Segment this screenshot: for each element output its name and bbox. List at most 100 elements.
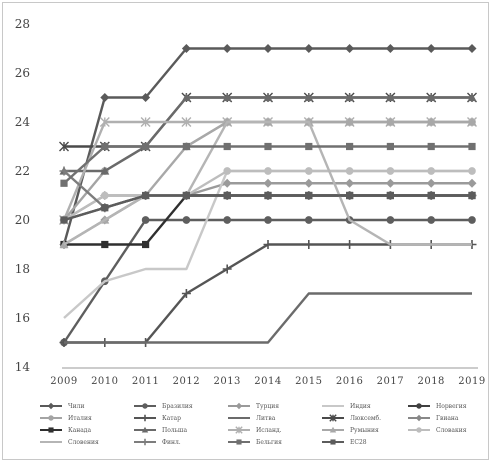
data-point [427, 191, 435, 200]
data-point [182, 191, 190, 200]
series-line [63, 218, 472, 344]
data-point [386, 191, 394, 200]
legend-label: Италия [68, 415, 92, 422]
legend-item: Словения [40, 439, 99, 446]
legend-label: Катар [162, 415, 181, 422]
legend-item: Польша [134, 426, 188, 434]
series-7 [64, 292, 472, 344]
x-tick-label: 2018 [417, 376, 444, 387]
legend-item: Италия [40, 415, 92, 422]
x-tick-label: 2013 [213, 376, 240, 387]
legend-label: Турция [256, 403, 279, 410]
data-point [263, 93, 273, 102]
data-point [385, 117, 395, 126]
legend-label: ЕС28 [350, 439, 367, 446]
data-point [468, 191, 476, 200]
data-point [415, 414, 423, 422]
legend-label: Словакия [436, 427, 467, 434]
data-point [426, 93, 436, 102]
data-point [467, 93, 477, 102]
data-point [427, 167, 436, 175]
legend-item: Исланд. [228, 426, 282, 434]
y-tick-label: 26 [15, 66, 30, 80]
data-point [305, 191, 313, 200]
data-point [101, 204, 109, 212]
data-point [426, 178, 436, 188]
data-point [416, 427, 422, 433]
series-0 [59, 44, 477, 249]
data-point [181, 93, 191, 102]
legend-label: Люксемб. [350, 415, 381, 422]
y-tick-label: 14 [15, 360, 31, 374]
data-point [468, 216, 476, 224]
legend-label: Словения [68, 439, 99, 446]
data-point [141, 93, 151, 102]
legend-item: ЕС28 [322, 439, 367, 446]
x-tick-label: 2015 [295, 376, 322, 387]
x-tick-label: 2010 [91, 376, 118, 387]
data-point [385, 44, 395, 53]
data-point [223, 167, 232, 175]
data-point [346, 142, 354, 151]
legend-item: Литва [228, 415, 276, 422]
legend-label: Румыния [350, 427, 379, 434]
series-line [63, 120, 472, 246]
legend-label: Исланд. [256, 427, 282, 434]
data-point [345, 93, 355, 102]
y-tick-label: 20 [15, 213, 30, 227]
data-point [222, 178, 232, 188]
x-tick-label: 2016 [336, 376, 363, 387]
data-point [222, 44, 232, 53]
data-point [100, 93, 110, 102]
data-point [263, 240, 273, 249]
legend-item: Финл. [134, 438, 181, 446]
legend-item: Катар [134, 414, 181, 422]
data-point [385, 93, 395, 102]
data-point [142, 191, 150, 200]
data-point [223, 216, 232, 224]
data-point [181, 289, 191, 298]
data-point [304, 178, 314, 188]
series-11 [59, 93, 477, 175]
data-point [467, 44, 477, 53]
data-point [141, 438, 149, 446]
data-point [60, 216, 68, 224]
legend-item: Норвегия [408, 403, 467, 410]
data-point [345, 117, 355, 126]
chart-frame [2, 2, 489, 460]
data-point [467, 178, 477, 188]
data-point [304, 216, 313, 224]
x-tick-label: 2009 [50, 376, 77, 387]
x-tick-label: 2012 [173, 376, 200, 387]
data-point [47, 402, 55, 410]
data-point [329, 414, 337, 422]
x-tick-label: 2017 [377, 376, 404, 387]
legend: Чили Бразилия Турция Индия Норвегия Италия Кат… [40, 402, 467, 446]
data-point [427, 142, 435, 151]
data-point [264, 191, 272, 200]
data-point [223, 191, 231, 200]
legend-label: Польша [162, 427, 188, 434]
data-point [182, 142, 190, 151]
x-tick-label: 2019 [458, 376, 485, 387]
data-point [345, 44, 355, 53]
x-tick-label: 2011 [132, 376, 159, 387]
data-point [416, 403, 422, 409]
y-tick-label: 18 [15, 262, 30, 276]
x-tick-label: 2014 [254, 376, 281, 387]
data-point [142, 240, 150, 249]
legend-label: Бразилия [162, 403, 193, 410]
data-point [304, 167, 313, 175]
series-line [64, 292, 472, 344]
data-point [346, 191, 354, 200]
series-14 [60, 167, 476, 224]
series-line [63, 145, 472, 185]
y-tick-label: 24 [15, 115, 31, 129]
y-tick-label: 16 [15, 311, 30, 325]
legend-item: Бразилия [134, 403, 193, 410]
data-point [467, 117, 477, 126]
legend-label: Бельгия [256, 439, 282, 446]
data-point [99, 117, 110, 127]
series-group [59, 44, 477, 347]
